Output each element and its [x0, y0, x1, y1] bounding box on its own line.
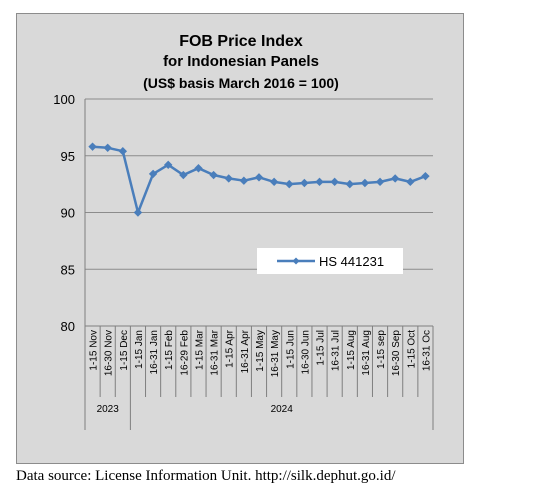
- legend-swatch-marker: [292, 257, 300, 265]
- y-tick-label-80: 80: [61, 319, 75, 334]
- data-point-15: [315, 177, 324, 187]
- x-tick-label-19: 1-15 sep: [376, 330, 387, 369]
- data-point-4: [148, 169, 158, 179]
- data-point-21: [406, 177, 415, 187]
- x-tick-label-6: 16-29 Feb: [179, 330, 190, 376]
- x-tick-label-2: 1-15 Dec: [119, 330, 130, 371]
- x-tick-label-3: 1-15 Jan: [134, 330, 145, 369]
- year-label-2024: 2024: [271, 404, 294, 415]
- x-tick-label-13: 1-15 Jun: [285, 330, 296, 369]
- x-tick-label-22: 16-31 Oc: [421, 330, 432, 371]
- data-point-8: [209, 170, 218, 180]
- data-point-7: [194, 164, 203, 173]
- legend-label: HS 441231: [319, 254, 384, 269]
- data-point-13: [285, 179, 294, 189]
- data-point-16: [330, 177, 339, 187]
- data-point-17: [345, 179, 354, 189]
- x-tick-label-18: 16-31 Aug: [361, 330, 372, 376]
- chart-svg: FOB Price Index for Indonesian Panels (US$…: [53, 33, 434, 430]
- year-label-2023: 2023: [97, 404, 120, 415]
- x-tick-label-16: 16-31 Jul: [331, 330, 342, 371]
- data-point-14: [300, 178, 309, 188]
- data-point-6: [179, 170, 188, 180]
- y-tick-label-100: 100: [53, 92, 75, 107]
- data-point-12: [269, 177, 279, 187]
- x-tick-label-1: 16-30 Nov: [104, 330, 115, 376]
- chart-title-line-1: FOB Price Index: [179, 33, 303, 50]
- x-tick-label-5: 1-15 Feb: [164, 330, 175, 370]
- x-tick-label-11: 1-15 May: [255, 330, 266, 372]
- x-tick-label-21: 1-15 Oct: [406, 330, 417, 369]
- x-tick-label-7: 1-15 Mar: [194, 329, 205, 370]
- x-tick-label-15: 1-15 Jul: [316, 330, 327, 366]
- x-tick-label-12: 16-31 May: [270, 330, 281, 377]
- x-tick-label-9: 1-15 Apr: [225, 329, 236, 367]
- data-point-10: [239, 176, 249, 185]
- data-point-5: [164, 160, 173, 170]
- source-note: Data source: License Information Unit. h…: [16, 468, 396, 484]
- y-tick-label-85: 85: [61, 262, 75, 277]
- x-tick-label-0: 1-15 Nov: [89, 330, 100, 371]
- data-point-3: [133, 208, 143, 217]
- data-point-1: [103, 143, 112, 153]
- data-point-2: [118, 147, 128, 156]
- data-point-9: [224, 174, 233, 183]
- x-tick-label-17: 1-15 Aug: [346, 330, 357, 370]
- data-point-22: [421, 171, 430, 181]
- x-tick-label-14: 16-30 Jun: [300, 330, 311, 374]
- y-tick-label-90: 90: [61, 206, 75, 221]
- x-tick-label-8: 16-31 Mar: [210, 329, 221, 375]
- chart-title-line-2: for Indonesian Panels: [163, 53, 319, 70]
- data-point-0: [88, 142, 97, 151]
- x-tick-label-10: 16-31 Apr: [240, 329, 251, 373]
- chart-frame: FOB Price Index for Indonesian Panels (US$…: [16, 13, 464, 464]
- chart-title-line-3: (US$ basis March 2016 = 100): [143, 75, 339, 91]
- x-tick-label-20: 16-30 Sep: [391, 330, 402, 377]
- y-tick-label-95: 95: [61, 149, 75, 164]
- x-tick-label-4: 16-31 Jan: [149, 330, 160, 374]
- data-point-19: [375, 177, 385, 187]
- data-point-11: [254, 173, 264, 182]
- data-point-20: [390, 174, 400, 183]
- data-point-18: [360, 178, 370, 188]
